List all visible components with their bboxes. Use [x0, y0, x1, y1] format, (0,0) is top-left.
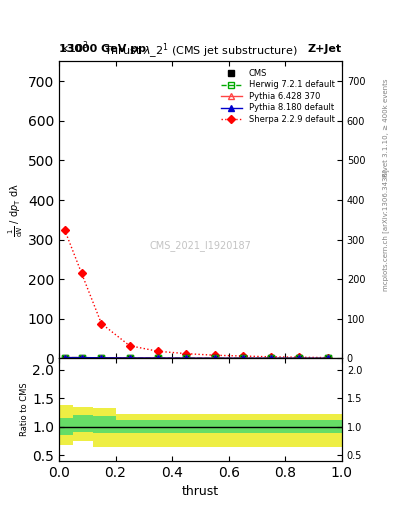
Pythia 8.180 default: [99, 355, 104, 361]
CMS: [212, 355, 217, 361]
Sherpa 2.2.9 default: [297, 354, 302, 360]
Pythia 8.180 default: [269, 355, 274, 361]
CMS: [184, 355, 189, 361]
Pythia 6.428 370: [269, 355, 274, 361]
Text: CMS_2021_I1920187: CMS_2021_I1920187: [149, 240, 252, 251]
Line: Pythia 8.180 default: Pythia 8.180 default: [62, 355, 331, 361]
CMS: [325, 355, 330, 361]
Line: Pythia 6.428 370: Pythia 6.428 370: [62, 355, 331, 361]
Text: mcplots.cern.ch [arXiv:1306.3436]: mcplots.cern.ch [arXiv:1306.3436]: [382, 169, 389, 291]
Line: Sherpa 2.2.9 default: Sherpa 2.2.9 default: [62, 227, 331, 360]
Y-axis label: $\frac{1}{\mathrm{d}N}$ / $\mathrm{d}p_\mathrm{T}$ $\mathrm{d\lambda}$: $\frac{1}{\mathrm{d}N}$ / $\mathrm{d}p_\…: [7, 183, 25, 237]
Herwig 7.2.1 default: [212, 355, 217, 361]
Pythia 6.428 370: [99, 355, 104, 361]
Herwig 7.2.1 default: [269, 355, 274, 361]
CMS: [79, 354, 84, 360]
Sherpa 2.2.9 default: [156, 348, 160, 354]
CMS: [99, 354, 104, 360]
Pythia 6.428 370: [62, 354, 67, 360]
CMS: [269, 355, 274, 361]
CMS: [241, 355, 245, 361]
Line: CMS: CMS: [62, 355, 331, 361]
Herwig 7.2.1 default: [79, 354, 84, 360]
Text: 13000 GeV pp: 13000 GeV pp: [59, 44, 146, 54]
Herwig 7.2.1 default: [241, 355, 245, 361]
Pythia 8.180 default: [156, 355, 160, 361]
Pythia 6.428 370: [297, 355, 302, 361]
Pythia 6.428 370: [79, 354, 84, 360]
Pythia 8.180 default: [127, 355, 132, 361]
Sherpa 2.2.9 default: [269, 354, 274, 360]
Herwig 7.2.1 default: [325, 355, 330, 361]
CMS: [127, 355, 132, 361]
Title: Thrust $\lambda\_2^1$ (CMS jet substructure): Thrust $\lambda\_2^1$ (CMS jet substruct…: [104, 42, 297, 61]
CMS: [62, 354, 67, 360]
Pythia 8.180 default: [325, 355, 330, 361]
CMS: [156, 355, 160, 361]
Y-axis label: Ratio to CMS: Ratio to CMS: [20, 383, 29, 436]
Sherpa 2.2.9 default: [127, 343, 132, 349]
Pythia 6.428 370: [127, 355, 132, 361]
Pythia 8.180 default: [62, 354, 67, 360]
Legend: CMS, Herwig 7.2.1 default, Pythia 6.428 370, Pythia 8.180 default, Sherpa 2.2.9 : CMS, Herwig 7.2.1 default, Pythia 6.428 …: [218, 66, 338, 127]
Sherpa 2.2.9 default: [241, 353, 245, 359]
Sherpa 2.2.9 default: [99, 321, 104, 327]
Text: Rivet 3.1.10, ≥ 400k events: Rivet 3.1.10, ≥ 400k events: [383, 79, 389, 177]
Herwig 7.2.1 default: [297, 355, 302, 361]
Pythia 8.180 default: [297, 355, 302, 361]
Pythia 6.428 370: [184, 355, 189, 361]
Pythia 8.180 default: [212, 355, 217, 361]
Sherpa 2.2.9 default: [184, 351, 189, 357]
Pythia 8.180 default: [184, 355, 189, 361]
Herwig 7.2.1 default: [62, 354, 67, 360]
Herwig 7.2.1 default: [99, 355, 104, 361]
Sherpa 2.2.9 default: [79, 270, 84, 276]
Sherpa 2.2.9 default: [62, 227, 67, 233]
Text: $\times10^3$: $\times10^3$: [59, 39, 89, 55]
Pythia 8.180 default: [241, 355, 245, 361]
Pythia 6.428 370: [241, 355, 245, 361]
Sherpa 2.2.9 default: [212, 352, 217, 358]
CMS: [297, 355, 302, 361]
Pythia 8.180 default: [79, 354, 84, 360]
Pythia 6.428 370: [325, 355, 330, 361]
Herwig 7.2.1 default: [156, 355, 160, 361]
Herwig 7.2.1 default: [184, 355, 189, 361]
Pythia 6.428 370: [156, 355, 160, 361]
Herwig 7.2.1 default: [127, 355, 132, 361]
X-axis label: thrust: thrust: [182, 485, 219, 498]
Sherpa 2.2.9 default: [325, 354, 330, 360]
Line: Herwig 7.2.1 default: Herwig 7.2.1 default: [62, 355, 331, 361]
Pythia 6.428 370: [212, 355, 217, 361]
Text: Z+Jet: Z+Jet: [308, 44, 342, 54]
